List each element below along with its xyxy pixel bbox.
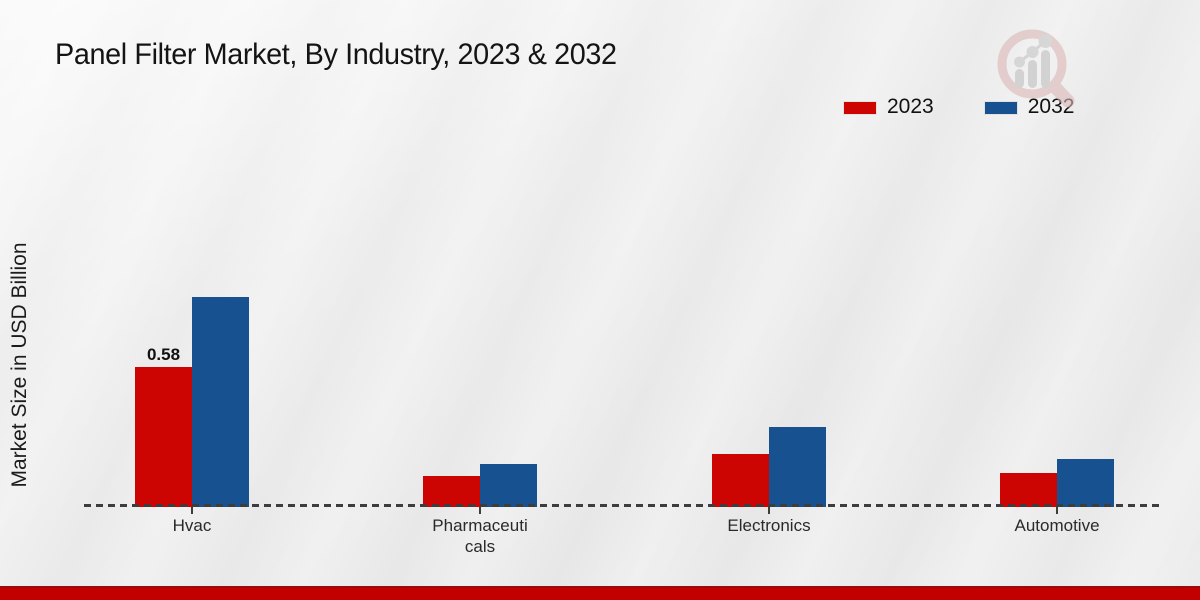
x-axis-label-automotive: Automotive [1014,516,1100,535]
chart-title: Panel Filter Market, By Industry, 2023 &… [55,38,617,71]
bar-2032-automotive [1057,459,1114,507]
legend-label-2023: 2023 [887,95,934,118]
bar-2023-hvac [135,367,192,507]
bar-2023-automotive [1000,473,1057,507]
x-axis-label-pharmaceuticals: Pharmaceuti cals [432,516,528,556]
x-axis-label-electronics: Electronics [727,516,811,535]
bar-2032-hvac [192,297,249,507]
brand-logo-magnifier-chart-icon [997,29,1075,108]
x-tick-hvac [191,507,193,514]
legend-swatch-2032 [983,101,1018,115]
x-axis-label-hvac: Hvac [172,516,212,535]
x-tick-pharmaceuticals [479,507,481,514]
bar-value-label-2023-hvac: 0.58 [146,345,181,364]
legend: 2023 2032 [843,95,1074,119]
x-axis-baseline [84,504,1164,507]
legend-swatch-2023 [843,101,877,115]
bar-2023-pharmaceuticals [423,476,480,507]
x-tick-automotive [1056,507,1058,514]
bar-2032-electronics [769,427,826,507]
footer-accent-bar [0,586,1200,600]
bar-2023-electronics [712,454,769,507]
x-tick-electronics [768,507,770,514]
bar-2032-pharmaceuticals [480,464,537,507]
